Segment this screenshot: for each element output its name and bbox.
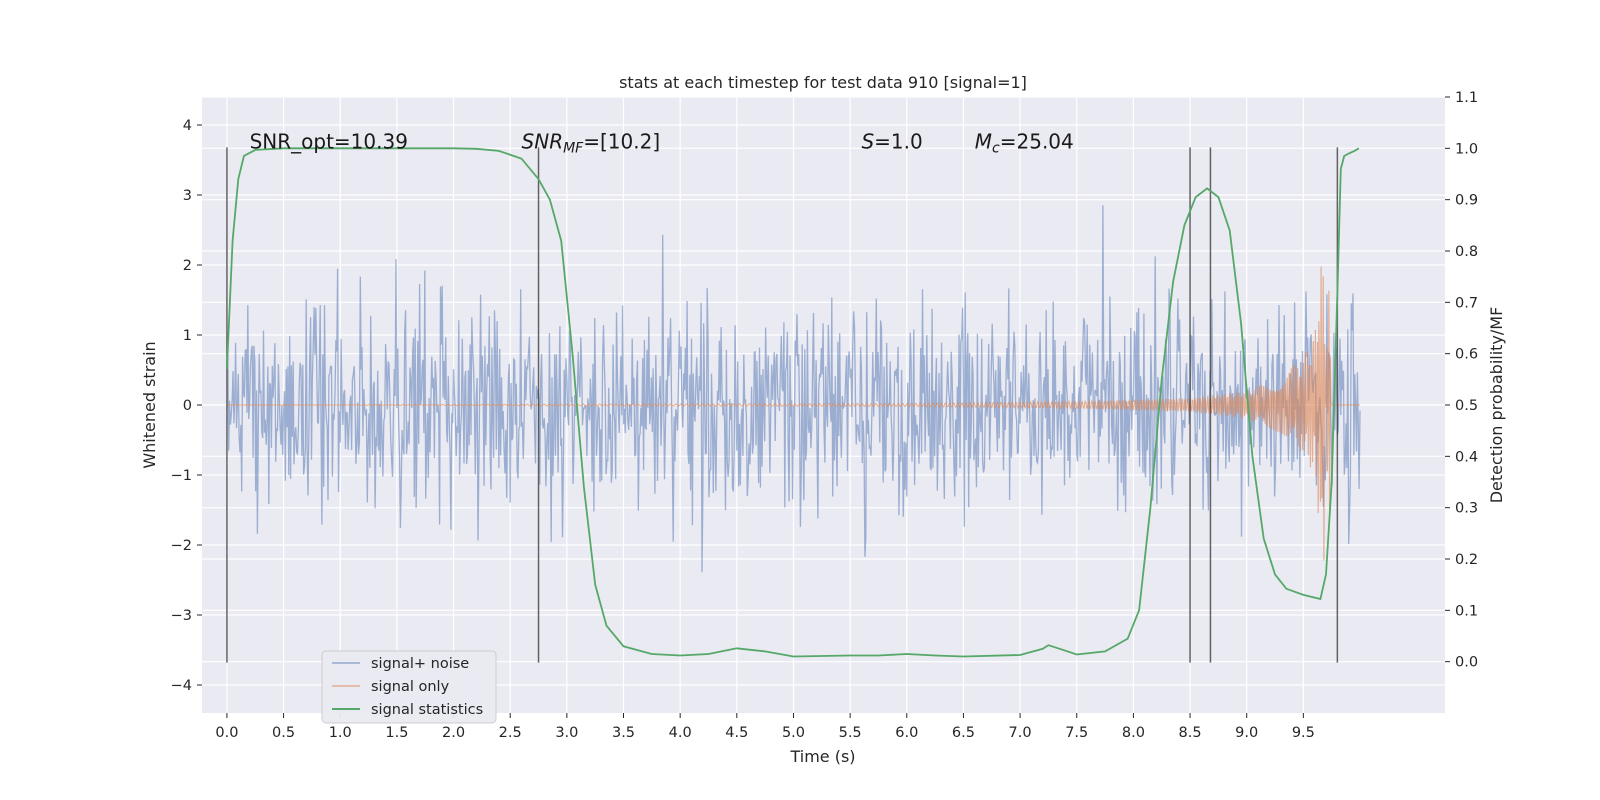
y2-tick-label: 0.6 (1455, 347, 1478, 363)
y-tick-label: 0 (183, 398, 192, 414)
y2-tick-label: 0.1 (1455, 603, 1478, 619)
y2-tick-label: 0.9 (1455, 193, 1478, 209)
y-tick-label: 2 (183, 258, 192, 274)
legend-label-noise: signal+ noise (371, 656, 469, 672)
y2-tick-label: 0.5 (1455, 398, 1478, 414)
x-tick-label: 8.0 (1122, 725, 1145, 741)
annotation-3: Mc=25.04 (975, 129, 1074, 156)
x-tick-label: 3.0 (555, 725, 578, 741)
chart-title: stats at each timestep for test data 910… (619, 73, 1027, 92)
y2-axis-label: Detection probability/MF (1487, 307, 1506, 504)
x-tick-label: 0.5 (272, 725, 295, 741)
y2-tick-label: 1.0 (1455, 141, 1478, 157)
x-tick-label: 4.5 (725, 725, 748, 741)
y-axis-label: Whitened strain (140, 341, 159, 468)
x-tick-label: 9.5 (1292, 725, 1315, 741)
y2-axis-ticks: 1.1 1.0 0.9 0.8 0.7 0.6 0.5 0.4 0.3 0.2 0.1 0.0 (1445, 90, 1478, 671)
series-signal-only (226, 266, 1360, 561)
y-tick-label: −1 (171, 468, 192, 484)
annotation-1: SNRMF=[10.2] (522, 129, 661, 156)
y2-tick-label: 0.2 (1455, 552, 1478, 568)
legend-label-signal: signal only (371, 679, 450, 695)
y-tick-label: 1 (183, 328, 192, 344)
y2-tick-label: 0.7 (1455, 295, 1478, 311)
x-tick-label: 1.0 (329, 725, 352, 741)
x-tick-label: 7.5 (1065, 725, 1088, 741)
x-axis-label: Time (s) (789, 747, 855, 766)
legend-box (321, 650, 497, 724)
y2-tick-label: 0.0 (1455, 655, 1478, 671)
x-tick-label: 5.5 (839, 725, 862, 741)
y-tick-label: 4 (183, 118, 192, 134)
y2-tick-label: 0.4 (1455, 449, 1478, 465)
y-tick-label: 3 (183, 188, 192, 204)
y2-tick-label: 1.1 (1455, 90, 1478, 106)
x-tick-label: 2.0 (442, 725, 465, 741)
x-tick-label: 1.5 (385, 725, 408, 741)
annotation-0: SNR_opt=10.39 (250, 129, 408, 153)
x-tick-label: 3.5 (612, 725, 635, 741)
x-tick-label: 9.0 (1235, 725, 1258, 741)
x-tick-label: 4.0 (669, 725, 692, 741)
y-tick-label: −2 (171, 538, 192, 554)
x-tick-label: 8.5 (1179, 725, 1202, 741)
y2-tick-label: 0.8 (1455, 244, 1478, 260)
y-tick-label: −4 (171, 678, 192, 694)
y-tick-label: −3 (171, 608, 192, 624)
vertical-markers (226, 147, 1339, 663)
x-tick-label: 7.0 (1009, 725, 1032, 741)
y2-tick-label: 0.3 (1455, 501, 1478, 517)
series-signal-statistics (226, 147, 1360, 658)
x-axis-ticks: 0.0 0.5 1.0 1.5 2.0 2.5 3.0 3.5 4.0 4.5 5.0 5.5 6.0 6… (215, 713, 1315, 741)
signal-line (226, 266, 1360, 561)
x-tick-label: 6.0 (895, 725, 918, 741)
annotations: SNR_opt=10.39 SNRMF=[10.2] S=1.0 Mc=25.04 (250, 129, 1074, 156)
y-axis-ticks: 4 3 2 1 0 −1 −2 −3 −4 (171, 118, 202, 694)
x-tick-label: 6.5 (952, 725, 975, 741)
x-tick-label: 2.5 (499, 725, 522, 741)
statistics-line (226, 147, 1360, 658)
x-tick-label: 0.0 (215, 725, 238, 741)
legend: signal+ noise signal only signal statist… (321, 650, 497, 724)
annotation-2: S=1.0 (861, 129, 922, 153)
legend-label-stats: signal statistics (371, 702, 483, 718)
x-tick-label: 5.0 (782, 725, 805, 741)
